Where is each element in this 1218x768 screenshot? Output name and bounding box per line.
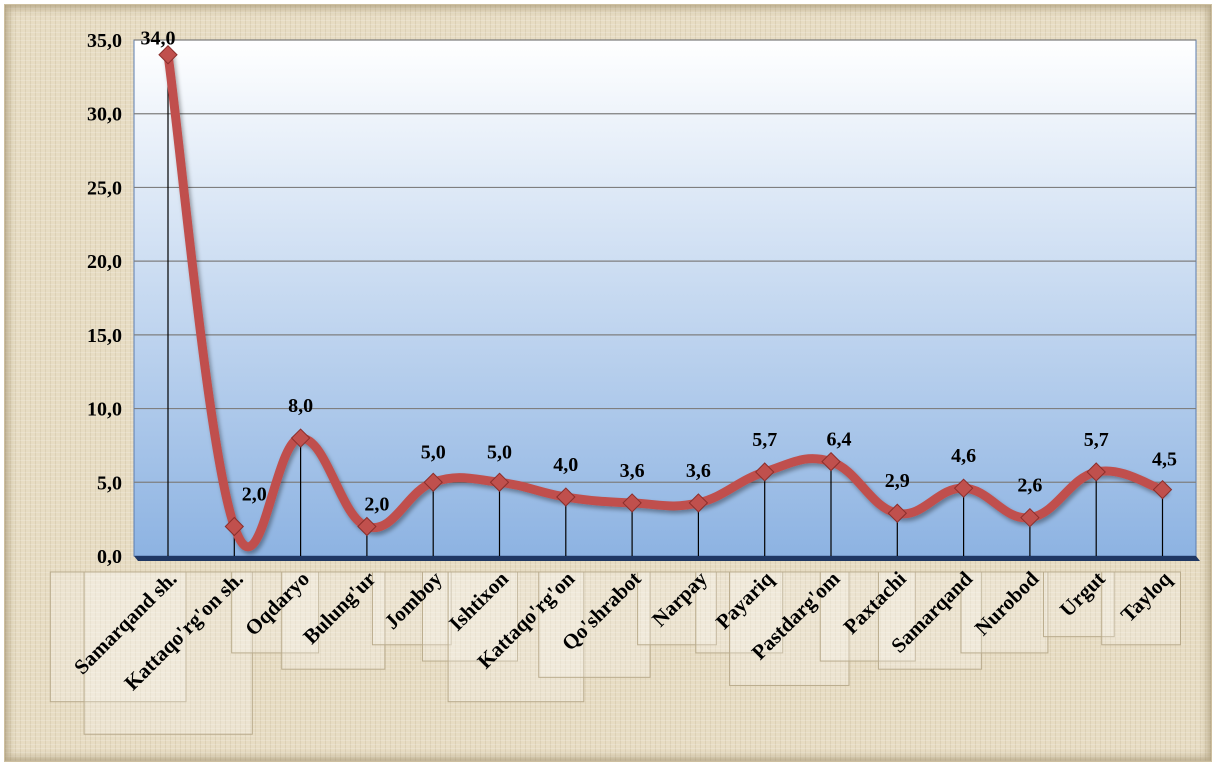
data-label: 5,7	[1084, 429, 1109, 451]
y-tick-label: 15,0	[87, 325, 122, 347]
data-label: 4,5	[1152, 449, 1177, 471]
data-label: 2,6	[1017, 475, 1042, 497]
category-label-box	[83, 571, 253, 735]
data-point-marker	[887, 503, 908, 523]
series-line	[163, 50, 1167, 552]
data-labels: 34,0 2,0 8,0 2,0 5,0 5,0 4,0 3,6 3,6 5,7 6,4 2,9 4,6…	[141, 28, 1178, 516]
data-label: 5,0	[421, 441, 446, 463]
data-label: 6,4	[827, 429, 852, 451]
floor	[134, 556, 1200, 561]
category-label-box	[49, 571, 187, 703]
data-point-marker	[754, 462, 775, 482]
category-label-box	[960, 571, 1049, 654]
data-point-marker	[1020, 507, 1040, 528]
category-label-box	[371, 571, 452, 646]
data-point-marker	[489, 472, 510, 492]
data-label: 2,0	[364, 494, 389, 516]
data-label: 5,7	[752, 429, 777, 451]
gridlines	[134, 39, 1196, 483]
data-label: 2,0	[242, 484, 267, 506]
data-label: 3,6	[686, 460, 711, 482]
category-label-box	[729, 571, 850, 686]
category-label-box	[637, 571, 717, 646]
y-tick-label: 35,0	[87, 30, 122, 52]
category-label-box	[1043, 571, 1115, 638]
category-label-box	[538, 571, 651, 678]
data-label: 34,0	[141, 28, 176, 50]
drop-lines	[167, 54, 1164, 556]
data-point-marker	[357, 516, 377, 537]
y-tick-label: 25,0	[87, 177, 122, 199]
category-label-box	[281, 571, 386, 670]
category-label-box	[447, 571, 585, 703]
category-label-boxes	[49, 571, 1182, 735]
data-label: 3,6	[620, 460, 645, 482]
category-label-box	[1101, 571, 1182, 646]
data-point-marker	[224, 516, 245, 537]
data-point-marker	[953, 478, 974, 498]
data-point-marker	[821, 451, 841, 472]
y-tick-label: 5,0	[97, 472, 122, 494]
data-point-marker	[1086, 462, 1106, 482]
data-point-marker	[158, 45, 178, 65]
category-label-box	[231, 571, 320, 654]
data-label: 8,0	[288, 395, 313, 417]
category-label-box	[695, 571, 784, 654]
data-point-marker	[622, 493, 642, 513]
data-label: 4,6	[951, 445, 976, 467]
data-point-marker	[688, 493, 709, 513]
y-tick-label: 20,0	[87, 251, 122, 273]
y-tick-label: 30,0	[87, 104, 122, 126]
data-point-marker	[423, 472, 443, 492]
y-tick-label: 0,0	[97, 546, 122, 568]
y-axis: 0,0 5,0 10,0 15,0 20,0 25,0 30,0 35,0	[87, 30, 122, 568]
data-label: 4,0	[553, 454, 578, 476]
category-label-box	[819, 571, 916, 662]
data-point-marker	[290, 428, 311, 448]
data-label: 2,9	[885, 470, 910, 492]
data-point-marker	[556, 487, 576, 507]
data-label: 5,0	[487, 441, 512, 463]
data-point-marker	[1152, 479, 1173, 500]
y-tick-label: 10,0	[87, 399, 122, 421]
markers	[158, 45, 1173, 537]
